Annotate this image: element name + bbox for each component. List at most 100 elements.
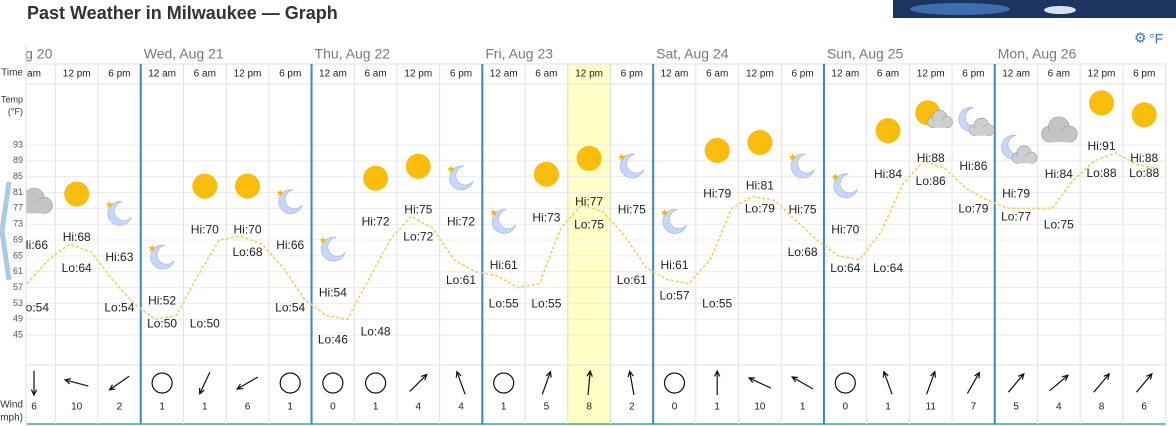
- wind-arrow: [791, 376, 814, 390]
- wind-speed: 1: [373, 402, 379, 413]
- star-icon: [831, 173, 840, 181]
- wind-arrow: [747, 377, 772, 389]
- weather-icon: [1089, 90, 1114, 116]
- wind-arrow: [108, 375, 130, 391]
- star-icon: [489, 208, 498, 216]
- high-temp-label: Hi:61: [490, 258, 518, 272]
- wind-arrow: [1136, 372, 1153, 393]
- time-label: 12 pm: [234, 69, 262, 80]
- time-label: 6 pm: [450, 69, 472, 80]
- high-temp-label: Hi:88: [1130, 151, 1158, 165]
- high-temp-label: Hi:63: [105, 250, 133, 264]
- high-temp-label: Hi:66: [276, 238, 304, 252]
- wind-speed: 4: [416, 402, 422, 413]
- high-temp-label: Hi:86: [959, 159, 987, 173]
- star-icon: [319, 236, 327, 244]
- low-temp-label: Lo:72: [403, 229, 433, 243]
- high-temp-label: Hi:84: [874, 167, 902, 181]
- weather-icon: [576, 145, 602, 171]
- time-label: 6 pm: [962, 69, 984, 80]
- low-temp-label: Lo:79: [745, 202, 775, 216]
- weather-icon: [405, 153, 431, 179]
- time-label: 12 am: [148, 69, 176, 80]
- wind-speed: 4: [458, 402, 464, 413]
- wind-speed: 5: [1013, 402, 1019, 413]
- y-tick-label: 45: [13, 329, 23, 339]
- wind-speed: 11: [926, 402, 937, 413]
- weather-icon: [915, 100, 953, 129]
- wind-speed: 1: [159, 402, 165, 413]
- y-tick-label: 89: [13, 155, 23, 165]
- wind-arrow: [714, 369, 721, 395]
- low-temp-label: Lo:68: [788, 245, 818, 259]
- star-icon: [447, 165, 455, 173]
- weather-icon: [319, 236, 346, 262]
- calm-wind: [279, 372, 301, 394]
- wind-arrow: [409, 373, 428, 392]
- low-temp-label: Lo:46: [318, 332, 348, 346]
- weather-icon: [105, 200, 132, 226]
- settings-gear[interactable]: ⚙: [1134, 30, 1147, 46]
- time-label: 12 am: [831, 69, 859, 80]
- low-temp-label: Lo:54: [104, 301, 134, 315]
- star-icon: [276, 188, 284, 197]
- high-temp-label: Hi:75: [618, 202, 646, 216]
- high-temp-label: Hi:68: [63, 230, 91, 244]
- moon-icon: [619, 153, 645, 179]
- sun-icon: [192, 173, 218, 199]
- row-label: (°F): [8, 106, 23, 116]
- y-tick-label: 93: [13, 139, 23, 149]
- y-tick-label: 61: [13, 266, 23, 276]
- weather-icon: [1001, 134, 1038, 164]
- sun-icon: [235, 173, 260, 199]
- moon-icon: [833, 173, 858, 199]
- sun-icon: [405, 153, 431, 179]
- wind-arrow: [1007, 372, 1025, 393]
- time-label: 12 pm: [917, 69, 945, 80]
- time-label: 6 pm: [279, 69, 301, 80]
- high-temp-label: Hi:70: [233, 222, 261, 236]
- low-temp-label: Lo:64: [830, 261, 860, 275]
- low-temp-label: Lo:54: [19, 301, 49, 315]
- wind-speed: 6: [245, 402, 251, 413]
- y-tick-label: 57: [13, 282, 23, 292]
- cloud-part: [1017, 156, 1032, 164]
- weather-icon: [1041, 116, 1078, 143]
- sun-icon: [875, 118, 901, 144]
- wind-arrow: [586, 369, 593, 396]
- y-tick-label: 81: [13, 187, 23, 197]
- time-label: 12 pm: [575, 69, 603, 80]
- time-label: 12 am: [1002, 69, 1030, 80]
- moon-icon: [107, 201, 132, 226]
- day-label: Thu, Aug 22: [315, 46, 391, 62]
- calm-wind: [322, 372, 344, 394]
- time-label: 12 am: [490, 69, 518, 80]
- time-label: 12 pm: [404, 69, 432, 80]
- row-label: Temp: [1, 94, 23, 104]
- highlight-column: [567, 63, 611, 425]
- weather-icon: [875, 118, 901, 144]
- unit-toggle[interactable]: °F: [1149, 31, 1163, 47]
- wind-arrow: [235, 376, 259, 390]
- low-temp-label: Lo:61: [446, 273, 476, 287]
- weather-icon: [958, 107, 995, 137]
- temperature-line: [26, 152, 1159, 321]
- low-temp-label: Lo:88: [1129, 166, 1159, 180]
- cloud-part: [24, 203, 45, 214]
- time-label: 6 am: [1048, 69, 1070, 80]
- moon-icon: [150, 244, 175, 270]
- low-temp-label: Lo:88: [1086, 166, 1116, 180]
- calm-wind: [151, 372, 173, 394]
- previous-arrow[interactable]: [0, 181, 12, 281]
- weather-icon: [788, 153, 815, 179]
- wind-speed: 1: [885, 402, 891, 413]
- row-label: (mph): [0, 413, 23, 424]
- sun-icon: [363, 165, 389, 191]
- low-temp-label: Lo:77: [1001, 210, 1031, 224]
- wind-speed: 5: [544, 402, 550, 413]
- weather-icon: [447, 165, 474, 191]
- time-label: 6 pm: [108, 69, 130, 80]
- moon-icon: [449, 165, 474, 191]
- low-temp-label: Lo:48: [361, 324, 391, 338]
- star-icon: [105, 200, 114, 208]
